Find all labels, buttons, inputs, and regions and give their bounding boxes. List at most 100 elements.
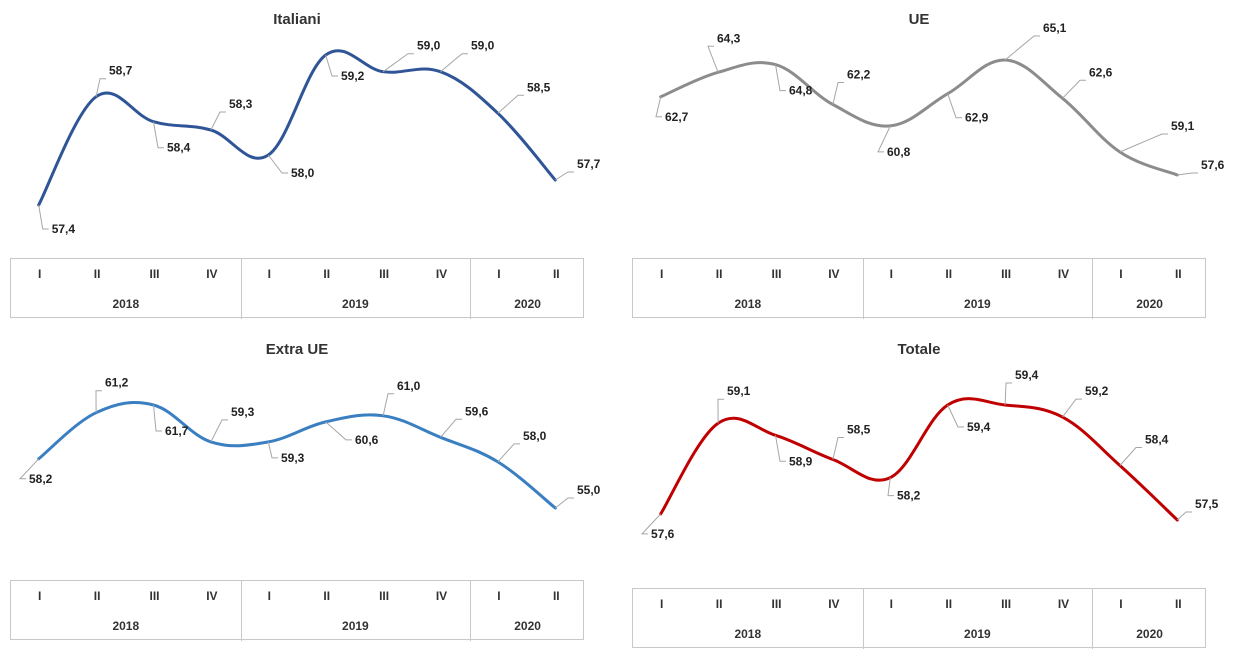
data-label: 60,6 [355, 433, 379, 447]
quarter-tick-label: II [93, 267, 101, 281]
data-label-group: 58,9 [775, 435, 813, 468]
year-tick-label: 2019 [964, 627, 991, 641]
year-row: 2018 2019 2020 [11, 611, 583, 641]
year-tick-label: 2020 [514, 297, 541, 311]
data-label: 58,2 [29, 472, 53, 486]
data-label: 57,4 [52, 222, 76, 236]
leader-line [325, 421, 352, 441]
data-label-group: 59,2 [325, 54, 365, 83]
year-tick-label: 2020 [1136, 297, 1163, 311]
series-line [659, 58, 1179, 177]
quarter-tick-label: II [945, 267, 953, 281]
data-label-group: 61,2 [95, 376, 129, 413]
leader-line [210, 111, 226, 131]
quarter-tick-label: I [497, 589, 501, 603]
quarter-tick-label: III [771, 267, 782, 281]
data-label: 59,3 [281, 451, 305, 465]
year-tick-label: 2019 [964, 297, 991, 311]
data-label: 59,6 [465, 404, 489, 418]
data-label: 58,2 [897, 489, 921, 503]
leader-line [832, 82, 844, 105]
data-label: 58,7 [109, 64, 133, 78]
data-label: 58,9 [789, 454, 813, 468]
leader-line [1119, 447, 1142, 466]
data-label-group: 59,6 [440, 404, 489, 438]
data-label: 59,2 [341, 69, 365, 83]
data-label: 59,3 [231, 405, 255, 419]
series-line [659, 397, 1179, 522]
quarter-row: I II III IV I II III IV I II [11, 581, 583, 611]
quarter-tick-label: I [267, 589, 271, 603]
quarter-tick-label: III [379, 589, 390, 603]
data-label-group: 59,1 [1119, 119, 1195, 153]
data-label-group: 59,3 [210, 405, 255, 443]
data-label-group: 58,4 [153, 121, 191, 155]
data-label: 64,3 [717, 31, 741, 45]
data-label: 57,6 [651, 527, 675, 541]
leader-line [947, 93, 962, 119]
year-tick-label: 2019 [342, 619, 369, 633]
chart-svg: Italiani 57,4 58,7 58,4 58,3 58,0 59,2 59,0 59,0… [37, 11, 601, 236]
data-label-group: 65,1 [1004, 21, 1067, 61]
data-label: 55,0 [577, 483, 601, 497]
data-label-group: 58,4 [1119, 433, 1169, 466]
quarter-tick-label: IV [435, 589, 448, 603]
data-label-group: 57,6 [640, 513, 675, 541]
year-tick-label: 2019 [342, 297, 369, 311]
leader-line [267, 154, 288, 174]
data-label: 61,2 [105, 376, 129, 390]
quarter-tick-label: III [771, 597, 782, 611]
data-label-group: 59,4 [1004, 368, 1039, 406]
quarter-tick-label: IV [1057, 267, 1070, 281]
data-label-group: 58,3 [210, 97, 253, 131]
leader-line [832, 437, 844, 460]
data-label-group: 59,0 [440, 39, 495, 73]
data-label-group: 62,6 [1062, 65, 1113, 99]
data-label-group: 59,2 [1062, 384, 1109, 418]
quarter-tick-label: III [1001, 597, 1012, 611]
data-label-group: 58,5 [497, 80, 551, 114]
data-label-group: 57,7 [555, 157, 601, 181]
leader-line [382, 393, 394, 416]
quarter-tick-label: III [149, 589, 160, 603]
x-axis-table: I II III IV I II III IV I II 2018 2019 2020 [632, 258, 1206, 319]
leader-line [38, 204, 49, 230]
data-label-group: 57,6 [1177, 158, 1225, 176]
quarter-tick-label: IV [435, 267, 448, 281]
leader-line [554, 497, 574, 509]
chart-panel-totale: Totale 57,6 59,1 58,9 58,5 58,2 59,4 59,4 59,2 58… [632, 330, 1232, 650]
quarter-tick-label: II [1174, 267, 1182, 281]
quarter-tick-label: I [38, 589, 42, 603]
quarter-tick-label: I [1119, 267, 1123, 281]
chart-panel-italiani: Italiani 57,4 58,7 58,4 58,3 58,0 59,2 59,0 59,0… [10, 0, 610, 320]
leader-line [655, 96, 662, 118]
data-label: 58,5 [847, 423, 871, 437]
leader-line [1176, 511, 1192, 521]
chart-svg: Totale 57,6 59,1 58,9 58,5 58,2 59,4 59,4 59,2 58… [640, 341, 1219, 541]
data-label: 62,9 [965, 111, 989, 125]
data-label: 62,7 [665, 110, 689, 124]
quarter-tick-label: I [1119, 597, 1123, 611]
data-label: 61,7 [165, 424, 189, 438]
data-label-group: 64,8 [775, 64, 813, 98]
quarter-tick-label: III [1001, 267, 1012, 281]
leader-line [1004, 35, 1040, 61]
data-label: 58,0 [291, 166, 315, 180]
data-label-group: 55,0 [554, 483, 601, 509]
data-label: 64,8 [789, 84, 813, 98]
series-line [37, 401, 557, 510]
data-label-group: 57,4 [38, 204, 76, 236]
quarter-tick-label: II [945, 597, 953, 611]
leader-line [18, 458, 40, 480]
data-label: 58,4 [1145, 433, 1169, 447]
data-label: 61,0 [397, 379, 421, 393]
year-separator [240, 581, 242, 641]
data-label-group: 62,2 [832, 68, 871, 105]
chart-title: Totale [897, 341, 940, 358]
x-axis-table: I II III IV I II III IV I II 2018 2019 2020 [10, 258, 584, 319]
data-label: 59,4 [967, 420, 991, 434]
quarter-row: I II III IV I II III IV I II [633, 589, 1205, 619]
year-separator [862, 259, 864, 319]
series-line [37, 49, 557, 207]
leader-line [775, 435, 786, 462]
